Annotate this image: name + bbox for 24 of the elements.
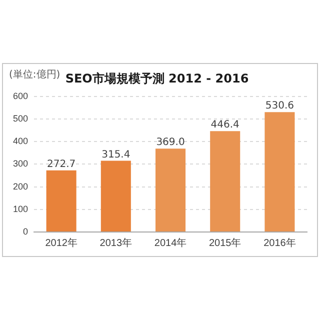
data-label: 272.7 [46,158,76,170]
bar [210,131,240,232]
x-tick-label: 2015年 [208,236,242,249]
bar [46,170,76,232]
y-tick-label: 300 [12,158,28,169]
data-label: 369.0 [156,137,185,148]
x-tick-label: 2016年 [264,236,296,249]
chart-title: SEO市場規模予測 2012 - 2016 [65,71,249,86]
bar [100,160,131,232]
data-label: 446.4 [210,120,240,131]
y-tick-label: 600 [12,90,28,101]
bar [155,148,186,232]
y-tick-label: 100 [12,204,28,214]
y-tick-label: 400 [12,136,28,146]
y-tick-label: 200 [12,181,28,192]
y-axis-title: (単位:億円) [9,68,60,81]
bar [264,112,295,232]
x-tick-label: 2012年 [45,236,78,249]
x-tick-label: 2013年 [100,236,132,249]
x-tick-label: 2014年 [154,236,187,249]
data-label: 530.6 [265,100,294,112]
y-tick-label: 0 [23,226,28,236]
y-tick-label: 500 [12,113,28,124]
data-label: 315.4 [102,149,130,160]
